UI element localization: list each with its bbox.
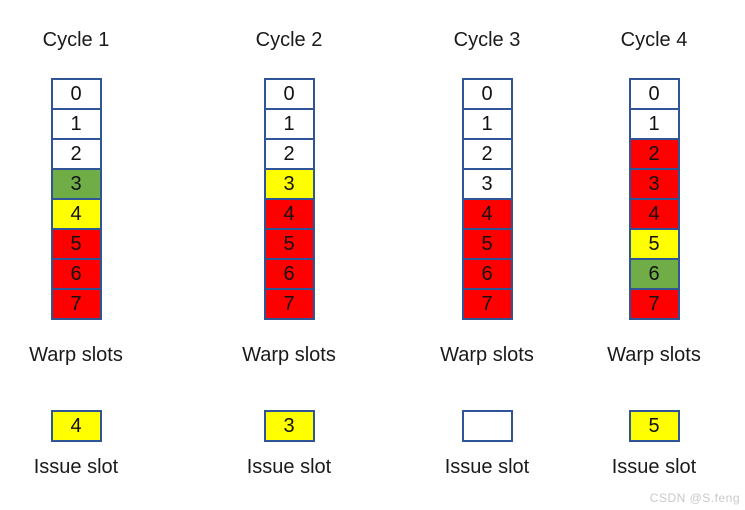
- cycle-title: Cycle 4: [620, 29, 688, 51]
- warp-cell: 1: [461, 108, 513, 140]
- cycle-title: Cycle 3: [453, 29, 521, 51]
- warp-cell: 4: [628, 198, 680, 230]
- watermark: CSDN @S.feng: [649, 491, 740, 505]
- warp-cell: 0: [263, 78, 315, 110]
- warp-cell: 1: [50, 108, 102, 140]
- warp-cell: 3: [461, 168, 513, 200]
- warp-cell: 2: [628, 138, 680, 170]
- warp-cell: 5: [461, 228, 513, 260]
- warp-cell: 0: [461, 78, 513, 110]
- warp-slots-label: Warp slots: [242, 344, 336, 366]
- warp-cell: 5: [628, 228, 680, 260]
- warp-cell: 6: [461, 258, 513, 290]
- warp-cell: 4: [263, 198, 315, 230]
- issue-slot-box: 3: [263, 410, 315, 442]
- warp-cell: 7: [461, 288, 513, 320]
- warp-cell: 4: [461, 198, 513, 230]
- cycle-title: Cycle 2: [255, 29, 323, 51]
- warp-cell: 7: [50, 288, 102, 320]
- warp-cell: 6: [628, 258, 680, 290]
- warp-cell: 0: [628, 78, 680, 110]
- warp-cell: 5: [263, 228, 315, 260]
- warp-cell: 2: [50, 138, 102, 170]
- warp-cell: 3: [263, 168, 315, 200]
- issue-slot-label: Issue slot: [444, 456, 530, 478]
- cycle-title: Cycle 1: [42, 29, 110, 51]
- issue-slot-box: [461, 410, 513, 442]
- warp-slots-label: Warp slots: [440, 344, 534, 366]
- warp-cell: 5: [50, 228, 102, 260]
- warp-cell: 1: [263, 108, 315, 140]
- warp-cell: 7: [628, 288, 680, 320]
- warp-cell: 7: [263, 288, 315, 320]
- warp-cell: 6: [50, 258, 102, 290]
- issue-slot-box: 5: [628, 410, 680, 442]
- warp-cell: 3: [50, 168, 102, 200]
- issue-slot-label: Issue slot: [246, 456, 332, 478]
- warp-cell: 2: [263, 138, 315, 170]
- warp-cell: 1: [628, 108, 680, 140]
- issue-slot-label: Issue slot: [611, 456, 697, 478]
- warp-slots-label: Warp slots: [29, 344, 123, 366]
- warp-cell: 3: [628, 168, 680, 200]
- warp-cell: 2: [461, 138, 513, 170]
- warp-cell: 4: [50, 198, 102, 230]
- issue-slot-label: Issue slot: [33, 456, 119, 478]
- warp-slots-label: Warp slots: [607, 344, 701, 366]
- issue-slot-box: 4: [50, 410, 102, 442]
- warp-cell: 6: [263, 258, 315, 290]
- warp-cell: 0: [50, 78, 102, 110]
